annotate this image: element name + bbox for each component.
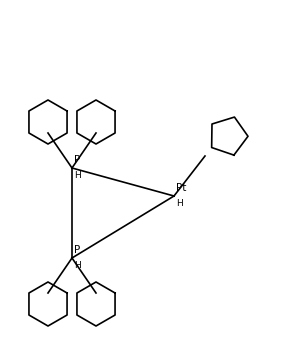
Text: H: H <box>74 171 81 180</box>
Text: H: H <box>176 199 183 208</box>
Text: Pt: Pt <box>176 183 186 193</box>
Text: H: H <box>74 261 81 270</box>
Text: P: P <box>74 155 80 165</box>
Text: P: P <box>74 245 80 255</box>
